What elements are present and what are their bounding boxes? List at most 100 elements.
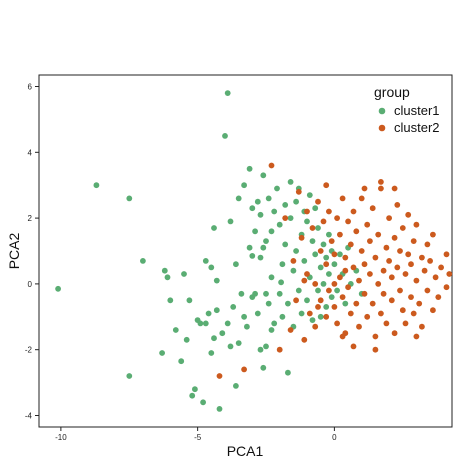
legend-title: group bbox=[374, 84, 410, 100]
data-points bbox=[55, 90, 453, 412]
point-cluster1 bbox=[279, 313, 286, 320]
point-cluster1 bbox=[222, 133, 228, 139]
point-cluster1 bbox=[263, 290, 269, 297]
point-cluster1 bbox=[172, 327, 179, 333]
point-cluster2 bbox=[287, 327, 294, 333]
point-cluster2 bbox=[419, 323, 425, 330]
point-cluster2 bbox=[306, 310, 313, 317]
point-cluster2 bbox=[432, 274, 439, 281]
point-cluster2 bbox=[350, 264, 357, 271]
point-cluster2 bbox=[339, 294, 346, 300]
point-cluster2 bbox=[364, 221, 371, 228]
point-cluster1 bbox=[249, 253, 256, 259]
y-tick-label: 2 bbox=[28, 214, 33, 223]
point-cluster1 bbox=[211, 225, 217, 231]
point-cluster2 bbox=[408, 261, 414, 268]
point-cluster1 bbox=[257, 211, 264, 218]
point-cluster2 bbox=[361, 261, 368, 268]
point-cluster2 bbox=[293, 297, 299, 304]
point-cluster1 bbox=[304, 218, 310, 225]
point-cluster1 bbox=[246, 244, 253, 251]
point-cluster2 bbox=[399, 225, 406, 231]
point-cluster1 bbox=[342, 300, 349, 307]
point-cluster1 bbox=[278, 279, 284, 286]
point-cluster1 bbox=[235, 340, 242, 346]
point-cluster1 bbox=[257, 346, 264, 353]
point-cluster1 bbox=[287, 215, 294, 222]
point-cluster1 bbox=[192, 386, 198, 393]
point-cluster2 bbox=[369, 205, 376, 212]
point-cluster2 bbox=[309, 225, 316, 231]
point-cluster2 bbox=[347, 241, 354, 248]
point-cluster2 bbox=[391, 185, 398, 192]
point-cluster1 bbox=[202, 258, 209, 264]
point-cluster2 bbox=[375, 281, 382, 287]
point-cluster1 bbox=[213, 277, 220, 284]
point-cluster1 bbox=[164, 274, 171, 281]
point-cluster2 bbox=[405, 251, 412, 258]
legend-label-cluster1: cluster1 bbox=[394, 103, 440, 118]
point-cluster2 bbox=[326, 287, 332, 294]
point-cluster2 bbox=[342, 267, 349, 274]
point-cluster1 bbox=[309, 238, 316, 245]
point-cluster2 bbox=[361, 185, 368, 192]
point-cluster2 bbox=[331, 304, 338, 310]
point-cluster2 bbox=[337, 231, 343, 238]
point-cluster2 bbox=[320, 218, 327, 225]
point-cluster2 bbox=[408, 294, 414, 300]
point-cluster1 bbox=[326, 271, 332, 277]
point-cluster1 bbox=[279, 261, 286, 268]
x-tick-label: -10 bbox=[55, 433, 67, 442]
point-cluster1 bbox=[233, 383, 239, 389]
point-cluster1 bbox=[186, 297, 193, 304]
point-cluster2 bbox=[315, 198, 321, 205]
point-cluster1 bbox=[126, 373, 133, 379]
point-cluster1 bbox=[298, 310, 305, 317]
point-cluster1 bbox=[326, 231, 332, 238]
point-cluster1 bbox=[208, 264, 215, 271]
point-cluster2 bbox=[378, 310, 384, 317]
point-cluster1 bbox=[55, 285, 61, 292]
point-cluster1 bbox=[252, 290, 258, 297]
point-cluster1 bbox=[306, 192, 313, 199]
point-cluster2 bbox=[315, 304, 321, 310]
point-cluster1 bbox=[244, 323, 250, 330]
point-cluster2 bbox=[386, 258, 392, 264]
point-cluster2 bbox=[331, 281, 338, 287]
point-cluster1 bbox=[178, 358, 185, 365]
point-cluster2 bbox=[304, 271, 310, 277]
point-cluster1 bbox=[211, 335, 217, 342]
point-cluster2 bbox=[350, 343, 357, 350]
point-cluster1 bbox=[213, 307, 220, 314]
point-cluster1 bbox=[260, 172, 267, 179]
point-cluster1 bbox=[315, 225, 321, 231]
point-cluster1 bbox=[208, 350, 215, 356]
point-cluster2 bbox=[323, 261, 330, 268]
point-cluster1 bbox=[268, 228, 275, 235]
point-cluster1 bbox=[227, 218, 234, 225]
point-cluster2 bbox=[410, 310, 417, 317]
legend: group cluster1 cluster2 bbox=[374, 84, 440, 135]
point-cluster1 bbox=[276, 221, 283, 228]
point-cluster1 bbox=[263, 343, 269, 350]
point-cluster1 bbox=[271, 320, 278, 327]
x-axis-ticks: -10 -5 0 bbox=[55, 427, 337, 442]
point-cluster1 bbox=[328, 294, 335, 300]
point-cluster2 bbox=[353, 228, 360, 235]
point-cluster2 bbox=[301, 336, 308, 343]
point-cluster1 bbox=[126, 195, 133, 202]
point-cluster2 bbox=[345, 284, 351, 291]
point-cluster2 bbox=[364, 313, 371, 320]
y-tick-label: -2 bbox=[25, 346, 33, 355]
point-cluster2 bbox=[282, 215, 289, 222]
point-cluster1 bbox=[276, 290, 283, 297]
point-cluster2 bbox=[394, 264, 401, 271]
point-cluster2 bbox=[372, 346, 379, 353]
point-cluster2 bbox=[342, 254, 349, 261]
point-cluster2 bbox=[345, 218, 351, 225]
point-cluster1 bbox=[205, 310, 212, 317]
point-cluster2 bbox=[383, 320, 390, 327]
point-cluster1 bbox=[260, 244, 267, 251]
point-cluster1 bbox=[238, 290, 245, 297]
